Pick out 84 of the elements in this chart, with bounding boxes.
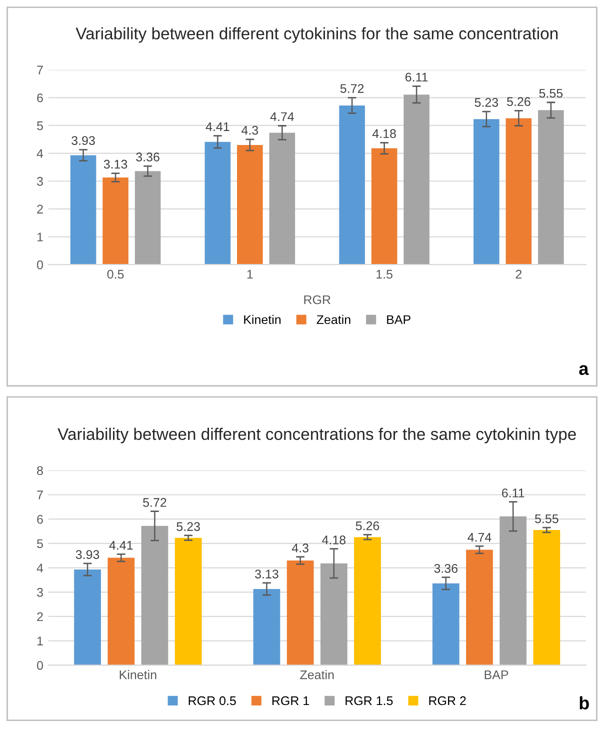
bar: [500, 516, 527, 666]
data-label: 5.55: [539, 88, 563, 98]
legend-label: Kinetin: [244, 314, 281, 324]
data-label: 4.3: [242, 126, 258, 135]
text: a: [579, 365, 589, 376]
bar: [253, 588, 280, 666]
y-tick-label: 7: [37, 490, 43, 500]
x-tick-label: Zeatin: [300, 670, 334, 680]
x-tick-label: 1.5: [376, 270, 392, 279]
y-tick-label: 5: [37, 121, 43, 130]
bar: [354, 537, 381, 666]
y-tick-label: 3: [36, 588, 43, 597]
data-label: 5.26: [356, 521, 380, 530]
bar: [506, 118, 532, 265]
bar: [74, 569, 101, 666]
x-tick-label: BAP: [484, 670, 508, 680]
data-label: 4.41: [206, 122, 230, 131]
y-tick-label: 4: [36, 149, 44, 158]
x-tick-label: 0.5: [107, 270, 124, 279]
bar: [404, 94, 430, 265]
data-label: 4.18: [322, 536, 346, 544]
bar: [474, 119, 500, 265]
data-label: 6.11: [405, 72, 428, 82]
bar: [174, 538, 202, 666]
data-label: 4.74: [468, 532, 492, 542]
data-label: 5.55: [535, 514, 558, 524]
data-label: 4.41: [109, 541, 133, 550]
legend-label: RGR 2: [429, 696, 466, 706]
bar: [371, 148, 398, 265]
y-tick-label: 2: [37, 612, 43, 622]
data-label: 3.36: [136, 152, 160, 162]
bar: [269, 132, 296, 265]
data-label: 3.93: [72, 136, 95, 145]
y-tick-label: 5: [37, 539, 43, 548]
legend-label: Zeatin: [316, 314, 350, 324]
bar: [102, 178, 128, 265]
legend-label: RGR 0.5: [188, 696, 236, 706]
legend-label: RGR 1: [272, 696, 309, 706]
bar: [141, 526, 168, 666]
bar: [237, 144, 263, 265]
y-tick-label: 1: [37, 232, 43, 242]
data-label: 3.93: [76, 550, 100, 559]
text: b: [580, 696, 589, 710]
data-label: 5.23: [474, 98, 498, 107]
data-label: 6.11: [502, 488, 524, 498]
y-tick-label: 6: [37, 93, 43, 102]
data-label: 5.26: [507, 97, 530, 106]
x-tick-label: 2: [516, 270, 522, 279]
x-tick-label: Kinetin: [120, 670, 156, 680]
legend-label: BAP: [387, 315, 410, 324]
y-tick-label: 3: [36, 176, 43, 186]
bar: [70, 155, 96, 265]
bar: [108, 558, 135, 666]
bar: [538, 110, 564, 265]
data-label: 3.13: [255, 570, 278, 578]
legend-label: RGR 1.5: [346, 696, 393, 706]
y-tick-label: 7: [37, 66, 43, 74]
data-label: 3.13: [104, 160, 128, 169]
y-tick-label: 1: [37, 636, 43, 646]
data-label: 4.3: [292, 544, 308, 552]
y-tick-label: 2: [37, 204, 43, 214]
bar: [286, 560, 314, 666]
bar: [466, 550, 493, 666]
bar: [320, 563, 348, 666]
y-tick-label: 6: [37, 514, 43, 524]
data-label: 4.18: [372, 129, 396, 138]
x-tick-label: 1: [247, 270, 253, 279]
y-tick-label: 0: [36, 260, 43, 270]
bar: [432, 583, 460, 666]
chart-title: Variability between different concentrations for the same cytokinin type: [58, 428, 576, 444]
data-label: 5.72: [143, 498, 166, 507]
data-label: 5.72: [340, 84, 364, 93]
x-axis-title: RGR: [304, 295, 330, 304]
data-label: 3.36: [434, 564, 458, 573]
y-tick-label: 0: [36, 660, 43, 670]
y-tick-label: 8: [37, 466, 43, 476]
bar: [204, 142, 231, 265]
data-label: 5.23: [176, 522, 200, 531]
data-label: 4.74: [270, 112, 294, 121]
chart-title: Variability between different cytokinins for the same concentration: [76, 27, 558, 43]
bar: [339, 105, 365, 265]
bar: [533, 530, 560, 666]
bar: [134, 171, 161, 265]
y-tick-label: 4: [36, 564, 44, 572]
